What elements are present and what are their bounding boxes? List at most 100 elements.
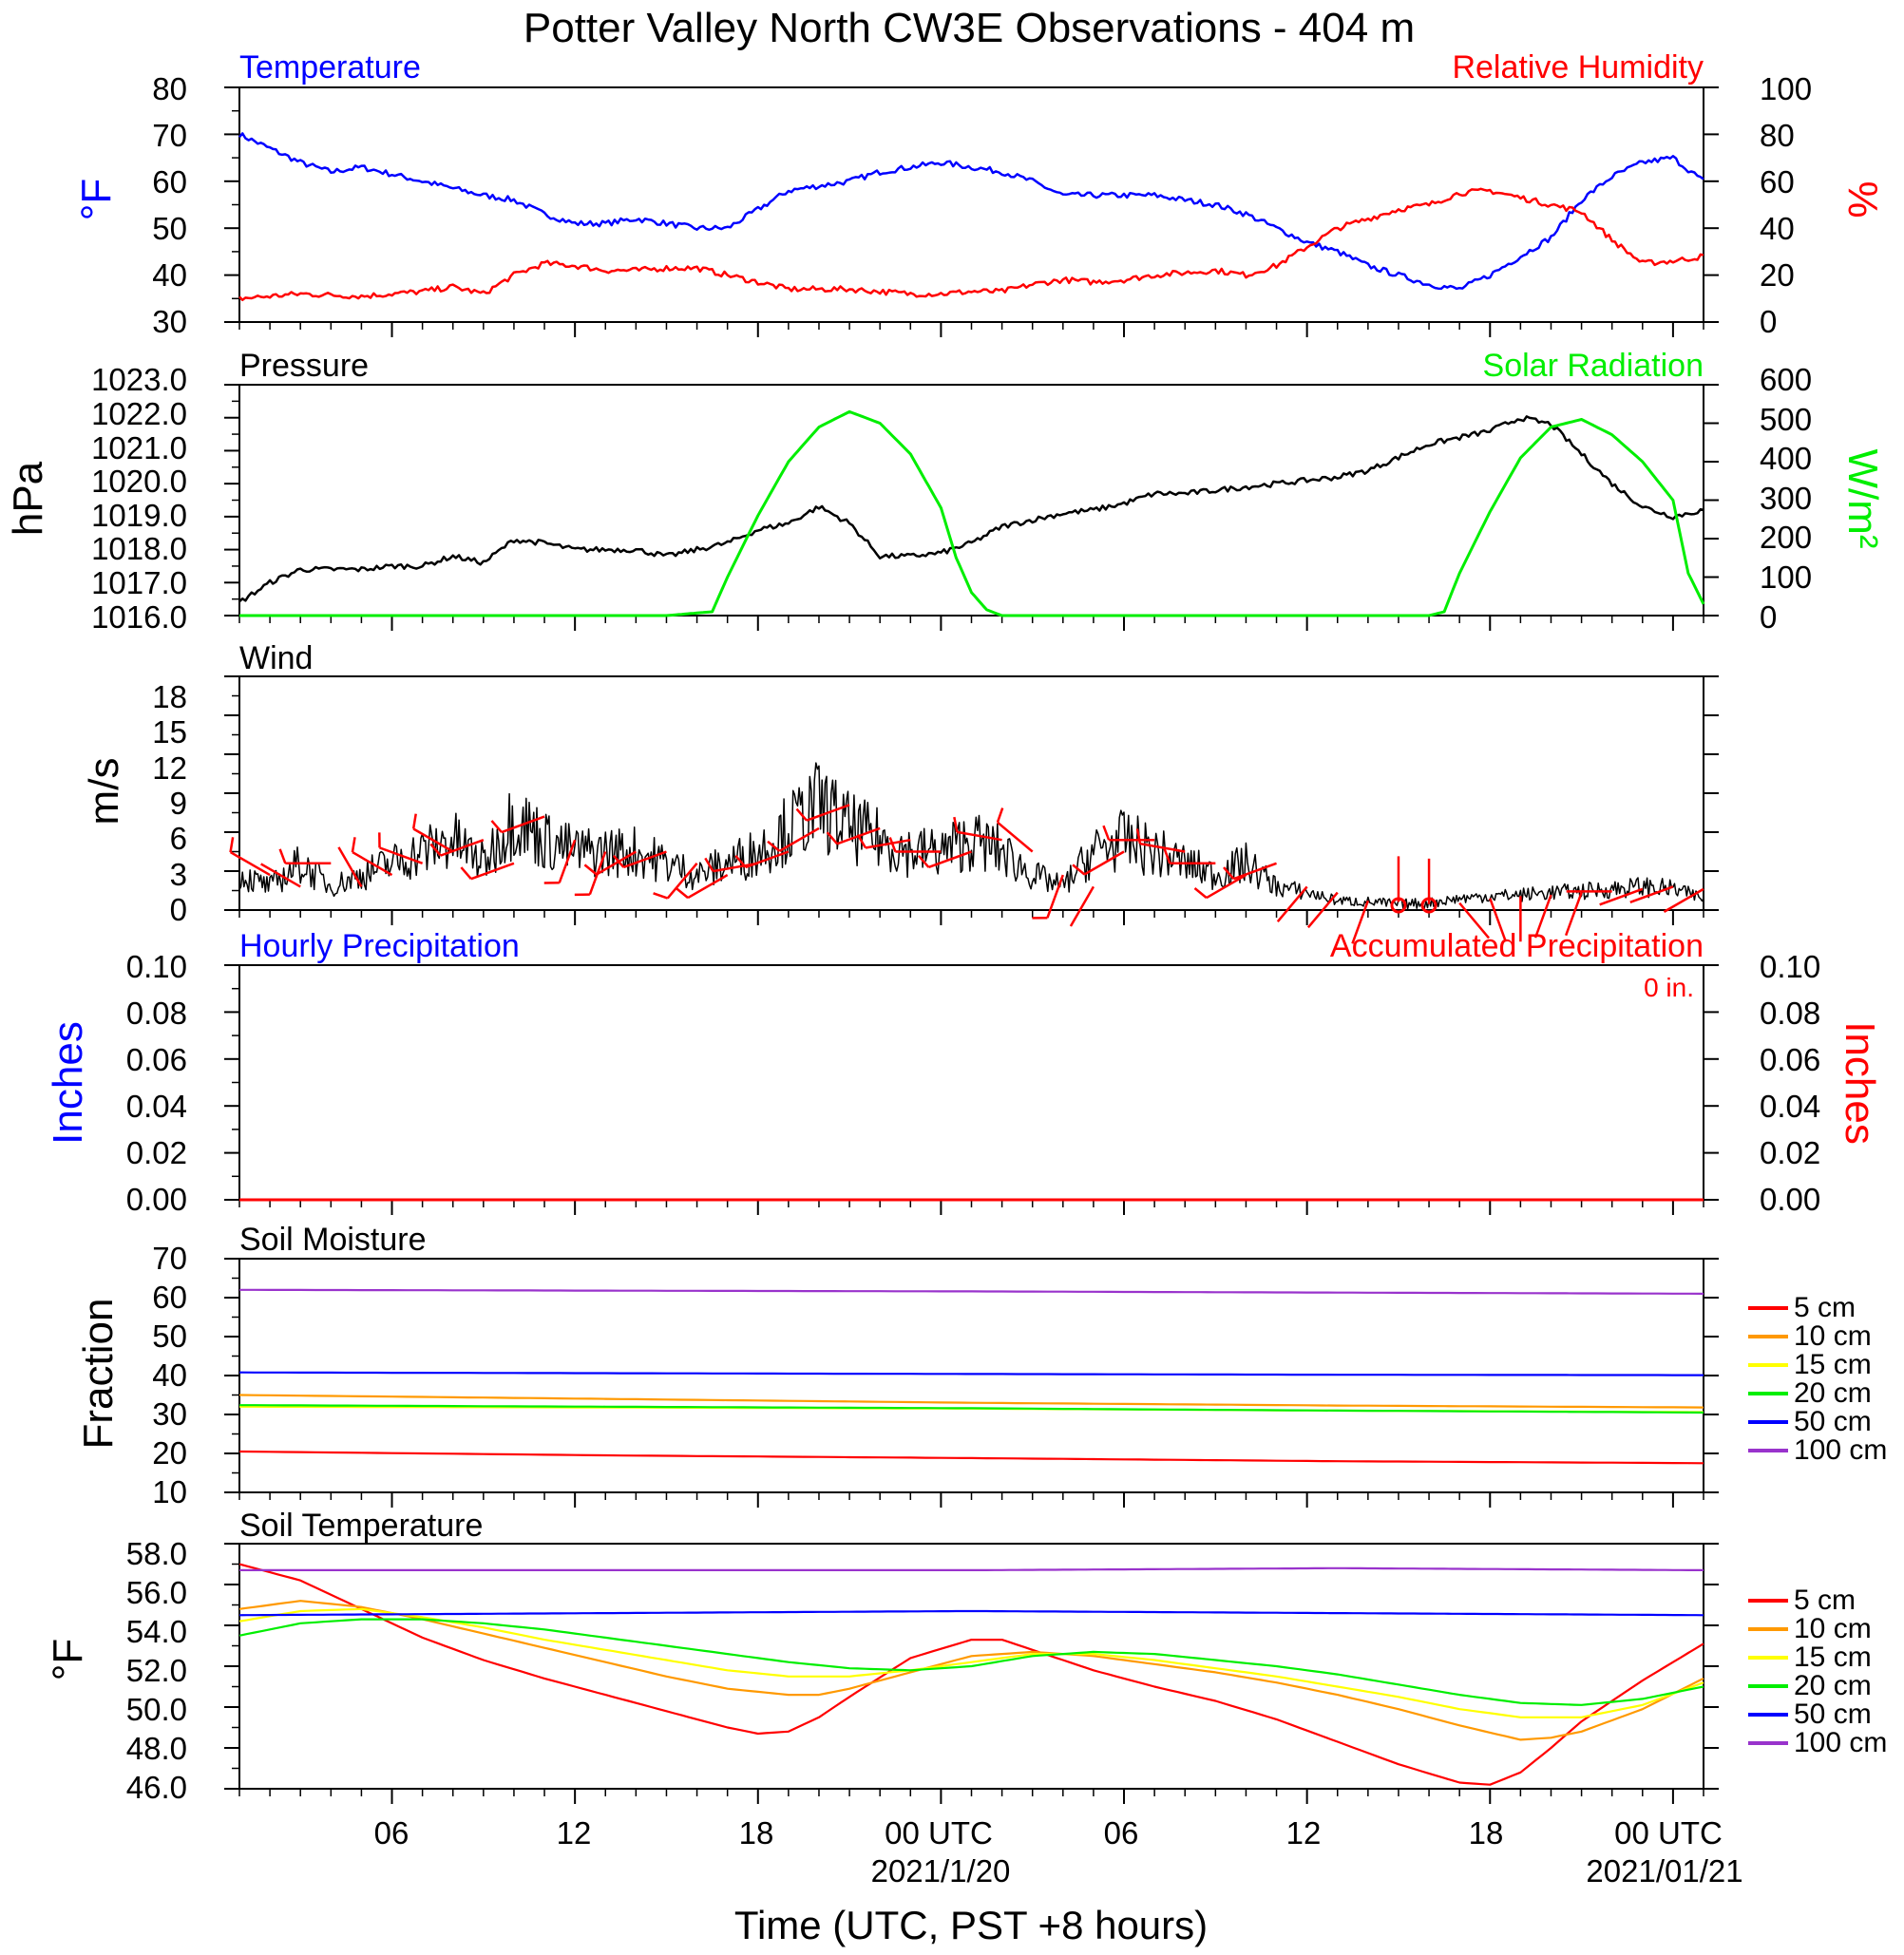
hourly-precip-unit-label: Inches: [45, 1021, 91, 1145]
legend-label: 100 cm: [1794, 1727, 1887, 1758]
pressure-ytick-label: 1021.0: [91, 430, 187, 465]
date-label: 2021/1/20: [871, 1853, 1011, 1889]
pressure-ytick-label: 1023.0: [91, 362, 187, 397]
precip-left-ytick-label: 0.08: [126, 996, 187, 1031]
precip-right-ytick-label: 0.02: [1760, 1135, 1820, 1170]
humidity-ytick-label: 60: [1760, 164, 1795, 199]
wind-barb-flag: [1193, 887, 1208, 900]
precip-right-ytick-label: 0.04: [1760, 1089, 1820, 1124]
wind-barb-flag: [767, 840, 781, 852]
wind-barb-flag: [229, 837, 235, 853]
soil-moisture-line: [238, 1394, 1704, 1409]
wind-barb: [1069, 885, 1095, 927]
date-label: 2021/01/21: [1586, 1853, 1742, 1889]
accum-precip-unit-label: Inches: [1837, 1021, 1883, 1145]
soil-moisture-ytick-label: 10: [152, 1474, 187, 1509]
solar-ytick-label: 500: [1760, 402, 1812, 437]
accum-precip-title: Accumulated Precipitation: [1330, 928, 1704, 964]
wind-barb-flag: [460, 866, 472, 881]
soil-moisture-ytick-label: 30: [152, 1396, 187, 1432]
soil-temperature-line: [238, 1618, 1704, 1706]
soil-temperature-panel: Soil Temperature °F 58.0 56.0 54.0 52.0 …: [45, 1508, 1887, 1805]
wind-ytick-label: 3: [170, 857, 187, 892]
legend-label: 50 cm: [1794, 1699, 1872, 1730]
pressure-ytick-label: 1018.0: [91, 531, 187, 566]
wind-barb: [745, 850, 790, 869]
precip-left-ytick-label: 0.06: [126, 1042, 187, 1077]
solar-ytick-label: 200: [1760, 520, 1812, 555]
wind-barb: [1276, 885, 1308, 922]
humidity-title: Relative Humidity: [1452, 49, 1704, 85]
pressure-ytick-label: 1019.0: [91, 498, 187, 533]
wind-barb-flag: [996, 807, 1004, 824]
solar-radiation-line: [239, 409, 1705, 617]
wind-barb: [1458, 902, 1490, 940]
wind-barb-flag: [917, 854, 930, 868]
hourly-precip-title: Hourly Precipitation: [239, 928, 520, 964]
wind-barb-flag: [583, 864, 598, 876]
wind-barb: [260, 863, 301, 888]
wind-ytick-label: 9: [170, 786, 187, 821]
solar-ytick-label: 400: [1760, 441, 1812, 476]
temperature-ytick-label: 50: [152, 211, 187, 246]
wind-unit-label: m/s: [81, 758, 127, 826]
wind-barb-flag: [675, 887, 689, 900]
wind-panel: Wind m/s 18 15 12 9 6 3 0: [81, 640, 313, 927]
wind-barb-flag: [795, 807, 808, 822]
pressure-unit-label: hPa: [5, 461, 51, 536]
wind-barb: [1233, 862, 1277, 881]
soil-temperature-line: [238, 1600, 1704, 1741]
xtick-label: 06: [374, 1815, 409, 1851]
wind-ytick-label: 0: [170, 892, 187, 927]
precip-panel: Hourly Precipitation Accumulated Precipi…: [45, 928, 1883, 1217]
accum-precip-value: 0 in.: [1644, 973, 1694, 1002]
wind-barb: [1533, 894, 1552, 939]
soil-temperature-legend: 5 cm 10 cm 15 cm 20 cm 50 cm 100 cm: [1748, 1585, 1887, 1758]
wind-barb-flag: [351, 837, 356, 853]
wind-barb-flag: [278, 848, 287, 864]
xtick-label: 06: [1104, 1815, 1139, 1851]
wind-barb-flag: [734, 854, 747, 868]
pressure-ytick-label: 1016.0: [91, 599, 187, 635]
legend-label: 100 cm: [1794, 1434, 1887, 1466]
wind-barb: [470, 862, 515, 881]
x-axis-label: Time (UTC, PST +8 hours): [734, 1903, 1208, 1947]
temperature-panel: Temperature Relative Humidity °F % 80 70…: [73, 49, 1886, 339]
wind-barb: [229, 851, 271, 877]
soil-moisture-unit-label: Fraction: [75, 1299, 122, 1450]
wind-barb: [440, 839, 485, 857]
pressure-title: Pressure: [239, 348, 369, 384]
solar-ytick-label: 100: [1760, 560, 1812, 595]
soil-moisture-ytick-label: 50: [152, 1319, 187, 1354]
xtick-label: 12: [557, 1815, 592, 1851]
humidity-ytick-label: 100: [1760, 71, 1812, 106]
legend-label: 15 cm: [1794, 1642, 1872, 1673]
soil-temperature-line: [239, 1566, 1704, 1571]
wind-barb-flag: [704, 857, 714, 872]
wind-barb: [1083, 850, 1125, 876]
wind-barb: [1139, 842, 1186, 853]
wind-barb-flag: [1072, 864, 1086, 876]
plot-layer: [224, 86, 1719, 1804]
soil-moisture-ytick-label: 70: [152, 1241, 187, 1276]
precip-right-ytick-label: 0.08: [1760, 996, 1820, 1031]
soil-temperature-ytick-label: 58.0: [126, 1536, 187, 1571]
wind-barb: [806, 804, 850, 822]
wind-barb: [1206, 874, 1247, 900]
wind-title: Wind: [239, 640, 313, 676]
legend-label: 50 cm: [1794, 1406, 1872, 1437]
soil-temperature-ytick-label: 48.0: [126, 1731, 187, 1766]
humidity-ytick-label: 20: [1760, 257, 1795, 293]
wind-barb: [596, 850, 637, 876]
wind-barb: [622, 850, 667, 869]
soil-moisture-ytick-label: 20: [152, 1435, 187, 1471]
wind-ytick-label: 12: [152, 750, 187, 786]
wind-barb-flag: [1223, 866, 1235, 881]
soil-temperature-ytick-label: 52.0: [126, 1653, 187, 1688]
wind-barb: [1351, 900, 1370, 944]
pressure-frame: [238, 384, 1704, 617]
wind-speed-line: [238, 762, 1704, 910]
wind-barb: [1046, 874, 1064, 919]
precip-left-ytick-label: 0.10: [126, 949, 187, 984]
wind-ytick-label: 6: [170, 821, 187, 856]
